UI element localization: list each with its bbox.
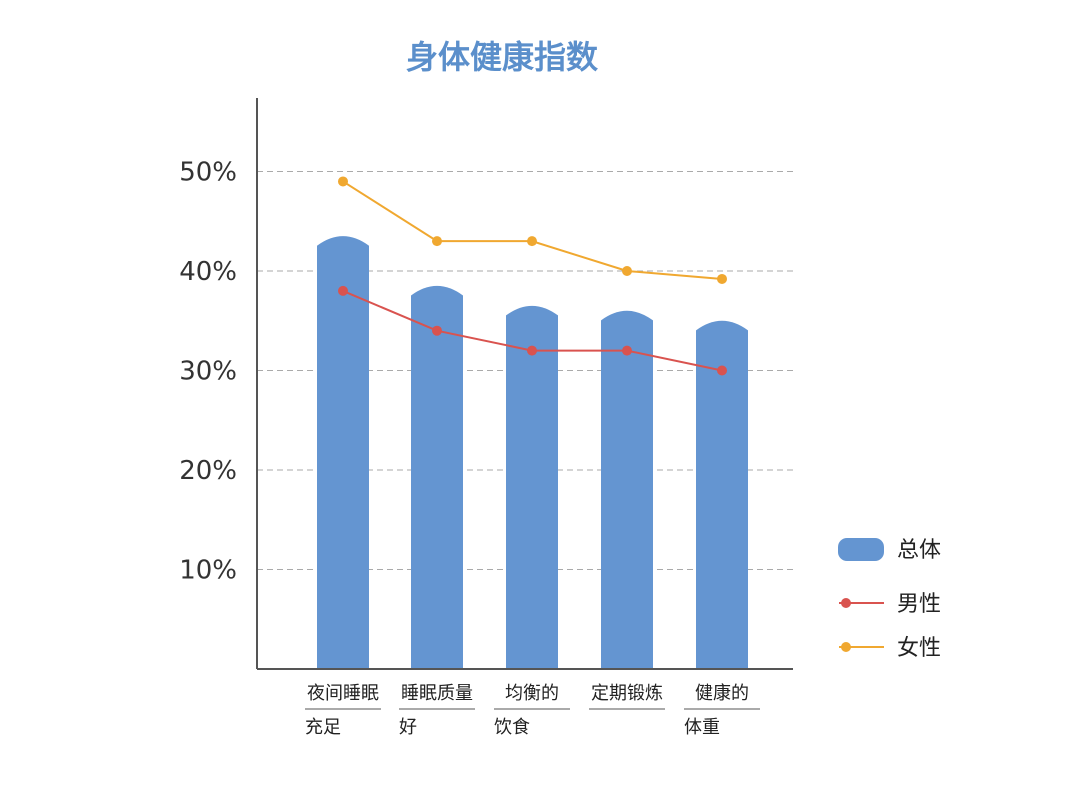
category-label-line1: 均衡的	[505, 683, 559, 704]
legend-dot-male	[841, 598, 851, 608]
line-series	[338, 176, 727, 376]
series-1-point-2	[432, 325, 442, 336]
chart-title: 身体健康指数	[406, 38, 599, 76]
y-tick-label: 10%	[179, 556, 237, 586]
series-2-point-4	[622, 266, 632, 276]
y-tick-label: 40%	[179, 257, 237, 287]
series-1-point-4	[622, 345, 632, 356]
legend-label-male: 男性	[897, 592, 941, 617]
series-1-point-5	[717, 365, 727, 376]
category-label-line2: 充足	[305, 717, 341, 738]
series-2-point-1	[338, 176, 348, 187]
series-1-point-1	[338, 285, 348, 296]
category-label-line2: 好	[399, 717, 417, 738]
bar-5	[696, 320, 748, 669]
series-1-point-3	[527, 345, 537, 356]
bar-2	[411, 285, 463, 669]
bar-4	[601, 310, 653, 669]
category-label-line2: 体重	[684, 717, 720, 738]
category-label-line1: 睡眠质量	[401, 683, 473, 704]
y-tick-label: 30%	[179, 357, 237, 387]
legend-label-overall: 总体	[897, 538, 941, 563]
category-label-line1: 定期锻炼	[591, 683, 663, 704]
bar-series	[317, 236, 748, 669]
legend-label-female: 女性	[897, 636, 941, 661]
legend-swatch-overall	[838, 538, 884, 561]
category-label-line1: 夜间睡眠	[307, 683, 379, 704]
legend: 总体 男性 女性	[838, 538, 941, 661]
bar-1	[317, 236, 369, 669]
series-2-point-3	[527, 236, 537, 247]
series-2-point-2	[432, 236, 442, 247]
y-tick-label: 20%	[179, 456, 237, 486]
bar-3	[506, 305, 558, 669]
legend-dot-female	[841, 642, 851, 652]
y-tick-label: 50%	[179, 158, 237, 188]
series-line-2	[342, 180, 723, 280]
category-label-line2: 饮食	[494, 717, 530, 738]
series-2-point-5	[717, 273, 727, 284]
category-label-line1: 健康的	[695, 683, 749, 704]
y-axis-ticks: 10% 20% 30% 40% 50%	[179, 158, 237, 586]
